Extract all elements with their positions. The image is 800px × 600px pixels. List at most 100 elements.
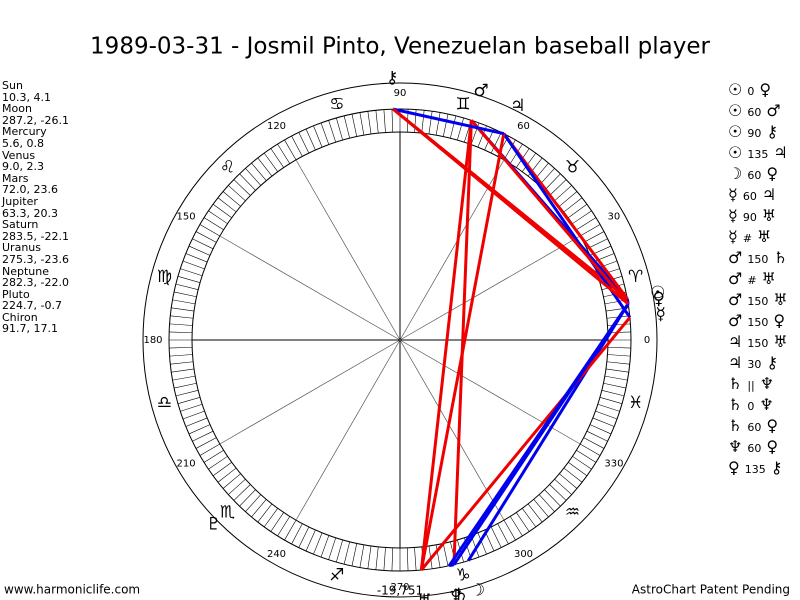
- sign-glyph: ♓: [628, 393, 643, 413]
- hatch: [477, 532, 487, 555]
- spoke: [399, 235, 581, 341]
- hatch: [605, 368, 629, 373]
- aspect-planet: ♄: [728, 416, 743, 435]
- spoke: [219, 339, 401, 445]
- hatch: [527, 503, 543, 523]
- hatch: [175, 390, 199, 397]
- aspect-angle: 60: [747, 421, 762, 434]
- planet-coords: 5.6, 0.8: [2, 136, 44, 150]
- hatch: [586, 430, 608, 442]
- hatch: [171, 307, 195, 312]
- planet-glyph: ⚷: [386, 68, 398, 88]
- hatch: [188, 424, 211, 435]
- hatch: [182, 260, 205, 270]
- planet-name: Mercury: [2, 125, 47, 139]
- hatch: [442, 543, 449, 567]
- hatch: [328, 537, 337, 560]
- aspect-planet: ♆: [759, 374, 775, 393]
- hatch: [336, 539, 343, 563]
- aspect-angle: 135: [744, 463, 766, 476]
- hatch: [406, 547, 409, 571]
- aspect-angle: 60: [747, 442, 762, 455]
- aspect-planet: ♀: [759, 80, 772, 99]
- hatch: [233, 179, 251, 196]
- hatch: [228, 185, 246, 202]
- hatch: [375, 110, 379, 134]
- degree-label: 120: [267, 121, 286, 132]
- planet-item: Sun 10.3, 4.1: [2, 80, 69, 103]
- hatch: [497, 523, 509, 545]
- hatch: [490, 526, 502, 548]
- hatch: [263, 152, 278, 172]
- hatch: [170, 315, 194, 319]
- degree-label: 0: [644, 335, 650, 346]
- aspect-angle: 150: [747, 295, 769, 308]
- hatch: [568, 462, 588, 477]
- aspect-planet: ♃: [728, 353, 743, 372]
- aspect-planet: ☽: [728, 164, 743, 183]
- aspect-item: ☉ 60 ♂: [728, 101, 788, 122]
- planet-name: Venus: [2, 148, 36, 162]
- aspect-planet: ♄: [728, 374, 743, 393]
- hatch: [270, 512, 284, 532]
- aspect-planet: ♂: [728, 248, 743, 267]
- aspect-planet: ♅: [757, 227, 772, 246]
- hatch: [592, 417, 615, 427]
- hatch: [597, 403, 620, 412]
- hatch: [599, 397, 623, 404]
- planet-coords: 283.5, -22.1: [2, 229, 69, 243]
- hatch: [212, 462, 232, 477]
- aspect-angle: #: [742, 232, 753, 245]
- hatch: [375, 546, 379, 570]
- aspect-planet: ♃: [773, 143, 788, 162]
- hatch: [563, 467, 583, 483]
- hatch: [175, 283, 199, 290]
- hatch: [298, 132, 310, 154]
- planet-coords: 63.3, 20.3: [2, 206, 58, 220]
- degree-label: 300: [514, 549, 533, 560]
- aspect-planet: ☿: [728, 227, 738, 246]
- hatch: [169, 331, 193, 334]
- hatch: [367, 111, 372, 135]
- degree-label: 90: [394, 88, 407, 99]
- hatch: [320, 122, 330, 145]
- hatch: [313, 125, 323, 148]
- hatch: [503, 519, 516, 541]
- hatch: [503, 139, 516, 161]
- hatch: [607, 354, 631, 357]
- hatch: [171, 368, 195, 373]
- spoke: [399, 339, 581, 445]
- hatch: [554, 478, 572, 495]
- hatch: [359, 112, 365, 136]
- sign-glyph: ♏: [220, 503, 235, 523]
- hatch: [177, 276, 201, 283]
- hatch: [549, 484, 567, 501]
- hatch: [284, 519, 297, 541]
- aspect-planet: ♀: [766, 437, 779, 456]
- planet-name: Uranus: [2, 241, 41, 255]
- sign-glyph: ♑: [456, 566, 471, 586]
- hatch: [170, 361, 194, 365]
- planet-item: Pluto 224.7, -0.7: [2, 288, 69, 312]
- aspect-item: ♄ || ♆: [728, 374, 788, 395]
- sign-glyph: ♈: [628, 267, 643, 287]
- hatch: [576, 217, 597, 231]
- hatch: [251, 162, 267, 181]
- aspect-planet: ♅: [761, 269, 776, 288]
- hatch: [572, 456, 592, 470]
- aspect-planet: ♃: [728, 332, 743, 351]
- degree-label: 270: [390, 582, 409, 593]
- planet-coords: 10.3, 4.1: [2, 90, 51, 104]
- planet-item: Chiron 91.7, 17.1: [2, 312, 69, 335]
- hatch: [257, 503, 273, 523]
- planet-item: Venus 9.0, 2.3: [2, 148, 69, 173]
- hatch: [180, 403, 203, 412]
- hatch: [188, 245, 211, 256]
- aspect-angle: 150: [747, 316, 769, 329]
- hatch: [291, 523, 303, 545]
- hatch: [583, 231, 605, 243]
- hatch: [169, 354, 193, 357]
- hatch: [291, 135, 303, 157]
- planet-glyph: ☽: [470, 580, 485, 600]
